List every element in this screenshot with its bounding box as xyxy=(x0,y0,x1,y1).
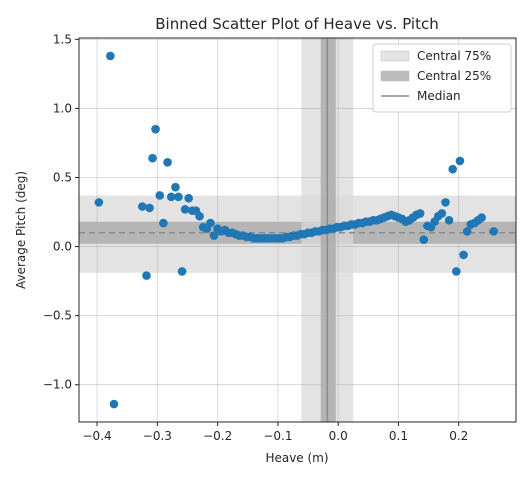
data-point xyxy=(142,271,151,280)
data-point xyxy=(151,124,160,134)
y-tick-label: 1.0 xyxy=(53,101,72,115)
y-tick-label: 0.0 xyxy=(53,240,72,254)
legend: Central 75% Central 25% Median xyxy=(372,43,512,113)
data-point xyxy=(444,216,454,225)
x-tick-label: −0.3 xyxy=(143,429,172,443)
data-point xyxy=(163,158,172,167)
data-point xyxy=(155,191,165,200)
data-point xyxy=(448,164,458,174)
legend-label: Central 25% xyxy=(417,69,491,83)
data-point xyxy=(455,156,465,166)
data-point xyxy=(452,267,461,276)
data-point xyxy=(415,209,425,218)
x-tick-label: −0.1 xyxy=(263,429,292,443)
chart-title: Binned Scatter Plot of Heave vs. Pitch xyxy=(155,15,438,33)
plot-area xyxy=(78,37,517,423)
data-point xyxy=(166,192,176,202)
data-point xyxy=(437,209,447,218)
data-point xyxy=(206,218,215,228)
legend-central75-swatch xyxy=(380,50,410,62)
axes-frame xyxy=(78,37,517,423)
x-tick-label: −0.4 xyxy=(83,429,112,443)
data-point xyxy=(441,198,450,207)
data-point xyxy=(180,204,190,214)
data-point xyxy=(459,250,468,260)
x-tick-label: −0.2 xyxy=(203,429,232,443)
data-point xyxy=(462,227,472,236)
data-point xyxy=(171,182,180,192)
legend-central25-swatch xyxy=(380,70,410,82)
y-tick-label: 0.5 xyxy=(53,171,72,185)
data-point xyxy=(177,267,187,276)
data-point xyxy=(184,193,194,203)
data-point xyxy=(106,51,115,61)
legend-label: Median xyxy=(417,89,461,103)
data-point xyxy=(419,235,429,244)
data-point xyxy=(159,218,168,228)
y-axis-label: Average Pitch (deg) xyxy=(14,171,28,289)
x-axis-label: Heave (m) xyxy=(265,451,328,465)
data-point xyxy=(477,213,486,222)
data-point xyxy=(195,211,204,221)
legend-label: Central 75% xyxy=(417,49,491,63)
x-tick-label: 0.0 xyxy=(329,429,348,443)
data-point xyxy=(209,231,219,240)
x-tick-label: 0.2 xyxy=(449,429,468,443)
data-point xyxy=(109,399,119,409)
data-point xyxy=(148,153,157,163)
y-tick-label: −0.5 xyxy=(43,309,72,323)
y-tick-label: −1.0 xyxy=(43,378,72,392)
points-layer xyxy=(94,51,498,409)
data-point xyxy=(145,203,154,213)
data-point xyxy=(94,198,104,207)
data-point xyxy=(489,227,498,236)
x-axis: −0.4 −0.3 −0.2 −0.1 0.0 0.1 0.2 xyxy=(83,422,468,443)
data-point xyxy=(174,192,183,202)
y-tick-label: 1.5 xyxy=(53,32,72,46)
y-axis: −1.0 −0.5 0.0 0.5 1.0 1.5 xyxy=(43,32,79,392)
data-point xyxy=(137,202,147,211)
x-tick-label: 0.1 xyxy=(389,429,408,443)
